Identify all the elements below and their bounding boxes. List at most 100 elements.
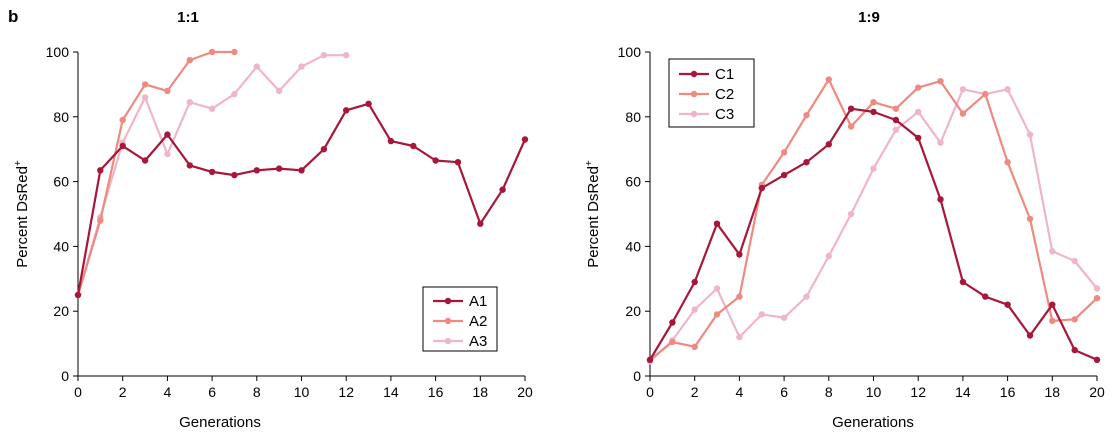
y-tick-label: 20 [53, 303, 69, 319]
x-tick-label: 12 [338, 384, 354, 400]
x-tick-label: 16 [1000, 384, 1016, 400]
data-point [959, 86, 967, 93]
data-point [982, 293, 989, 300]
data-point [803, 159, 810, 166]
data-point [1049, 317, 1056, 325]
data-point [646, 356, 654, 363]
data-point [275, 165, 283, 172]
data-point [1026, 332, 1034, 339]
chart-title: 1:9 [858, 9, 880, 26]
data-point [803, 293, 810, 300]
data-point [1026, 215, 1034, 223]
plot-area: 0 20 40 60 80 100 0 2 4 6 8 10 12 14 16 18 20 [618, 44, 1105, 400]
data-point [736, 251, 743, 258]
data-point [387, 137, 395, 145]
data-point [253, 167, 260, 174]
y-tick-label: 20 [625, 303, 641, 319]
data-point [1004, 159, 1011, 166]
x-tick-label: 18 [473, 384, 489, 400]
data-point [97, 167, 104, 174]
legend-label: A3 [469, 333, 487, 350]
data-point [915, 84, 922, 91]
data-point [231, 48, 238, 56]
data-point [1049, 301, 1056, 308]
data-point [1093, 356, 1101, 363]
data-point [713, 285, 721, 292]
data-point [780, 149, 788, 156]
x-tick-label: 6 [208, 384, 216, 400]
data-point [1071, 346, 1078, 354]
series-line [649, 107, 1098, 361]
data-point [803, 112, 810, 119]
y-axis-label-main: Percent DsRed [585, 166, 602, 268]
data-point [1071, 316, 1078, 323]
data-point [937, 78, 944, 85]
y-tick-label: 100 [618, 44, 642, 60]
x-tick-label: 12 [910, 384, 926, 400]
series-line [76, 102, 527, 296]
y-tick-label: 80 [625, 109, 641, 125]
y-tick-label: 40 [625, 238, 641, 254]
data-point [847, 123, 855, 130]
series-line [76, 54, 347, 296]
data-point [119, 116, 126, 124]
x-tick-label: 0 [646, 384, 654, 400]
legend-swatch-marker [444, 297, 452, 305]
series-C1 [646, 105, 1101, 363]
data-point [892, 105, 900, 112]
legend-label: A1 [469, 293, 487, 310]
data-point [1093, 295, 1101, 302]
series-A1 [74, 100, 529, 299]
legend-swatch-marker [444, 337, 452, 345]
data-point [1093, 285, 1101, 292]
data-point [477, 220, 484, 227]
data-point [275, 87, 283, 95]
data-point [669, 338, 676, 346]
legend: C1 C2 C3 [668, 58, 755, 128]
y-axis-label: Percent DsRed+ [584, 160, 602, 268]
data-point [141, 94, 149, 101]
data-point [208, 168, 216, 176]
data-point [825, 76, 832, 83]
x-tick-label: 18 [1045, 384, 1061, 400]
legend-swatch-marker [690, 110, 698, 118]
x-tick-label: 6 [780, 384, 788, 400]
data-point [343, 52, 350, 59]
x-tick-label: 16 [428, 384, 444, 400]
data-point [736, 293, 743, 300]
y-tick-label: 0 [61, 368, 69, 384]
y-tick-label: 0 [633, 368, 641, 384]
data-point [1049, 248, 1056, 255]
data-point [870, 108, 877, 116]
x-tick-label: 0 [74, 384, 82, 400]
x-axis-label: Generations [832, 414, 914, 431]
x-tick-label: 2 [691, 384, 699, 400]
chart-1to9: 1:9 0 20 40 60 80 100 0 2 4 6 8 10 12 14 16 18 20 Genera… [584, 9, 1105, 431]
data-point [892, 116, 900, 124]
data-point [74, 291, 82, 299]
data-point [186, 99, 193, 106]
data-point [982, 90, 989, 98]
y-tick-label: 60 [625, 174, 641, 190]
data-point [320, 52, 328, 59]
y-axis-label-main: Percent DsRed [14, 166, 31, 268]
data-point [713, 220, 721, 227]
data-point [959, 278, 967, 286]
legend: A1 A2 A3 [422, 286, 498, 352]
data-point [164, 87, 171, 95]
data-point [870, 99, 877, 106]
y-axis-label-sup: + [13, 160, 24, 166]
x-tick-label: 14 [383, 384, 399, 400]
data-point [253, 63, 260, 70]
legend-label: C1 [715, 66, 734, 83]
y-tick-label: 100 [46, 44, 70, 60]
data-point [1004, 301, 1011, 308]
data-point [691, 306, 698, 313]
data-point [521, 136, 529, 143]
data-point [691, 343, 698, 350]
data-point [1071, 257, 1078, 265]
data-point [825, 252, 832, 260]
data-point [937, 196, 944, 203]
plot-area: 0 20 40 60 80 100 0 2 4 6 8 10 12 14 16 18 20 [46, 44, 533, 400]
